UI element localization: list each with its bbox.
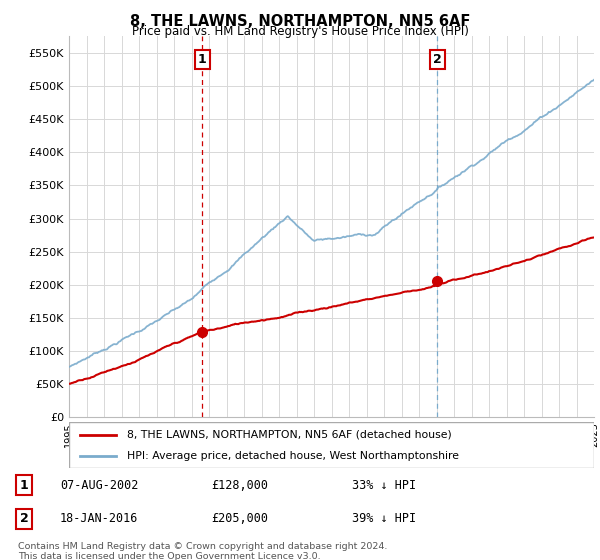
Text: 1: 1 (197, 53, 206, 66)
Text: 2: 2 (433, 53, 442, 66)
Text: 8, THE LAWNS, NORTHAMPTON, NN5 6AF: 8, THE LAWNS, NORTHAMPTON, NN5 6AF (130, 14, 470, 29)
Text: 8, THE LAWNS, NORTHAMPTON, NN5 6AF (detached house): 8, THE LAWNS, NORTHAMPTON, NN5 6AF (deta… (127, 430, 452, 440)
Text: 18-JAN-2016: 18-JAN-2016 (60, 512, 138, 525)
Text: Contains HM Land Registry data © Crown copyright and database right 2024.
This d: Contains HM Land Registry data © Crown c… (18, 542, 388, 560)
Text: 39% ↓ HPI: 39% ↓ HPI (352, 512, 416, 525)
Text: 2: 2 (20, 512, 28, 525)
Text: HPI: Average price, detached house, West Northamptonshire: HPI: Average price, detached house, West… (127, 451, 459, 461)
Text: £205,000: £205,000 (212, 512, 269, 525)
FancyBboxPatch shape (69, 422, 594, 468)
Text: £128,000: £128,000 (212, 479, 269, 492)
Text: Price paid vs. HM Land Registry's House Price Index (HPI): Price paid vs. HM Land Registry's House … (131, 25, 469, 38)
Text: 1: 1 (20, 479, 28, 492)
Text: 07-AUG-2002: 07-AUG-2002 (60, 479, 138, 492)
Text: 33% ↓ HPI: 33% ↓ HPI (352, 479, 416, 492)
